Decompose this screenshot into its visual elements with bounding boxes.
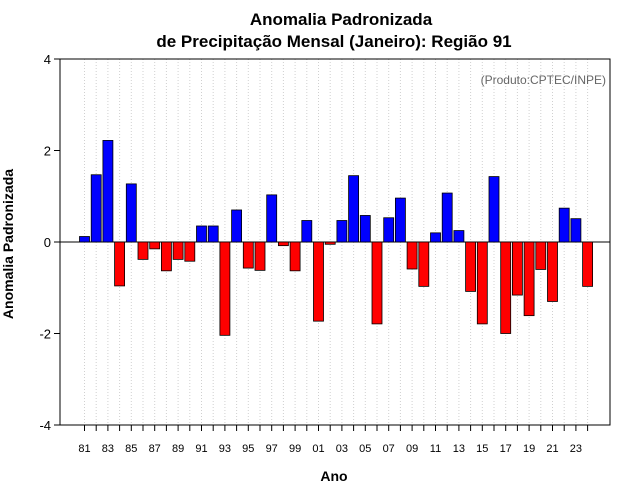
- bar-2000: [301, 220, 313, 243]
- x-tick-label: 21: [546, 443, 558, 455]
- bar-2011: [430, 232, 441, 243]
- x-tick-label: 15: [476, 443, 488, 455]
- bar-2021: [547, 241, 558, 302]
- x-tick-label: 83: [102, 443, 114, 455]
- bar-1993: [219, 241, 231, 336]
- x-tick-label: 17: [500, 443, 512, 455]
- y-tick-label: 4: [44, 52, 51, 67]
- bar-2006: [371, 241, 383, 325]
- bar-1998: [277, 241, 289, 247]
- bar-series: [79, 140, 593, 336]
- x-tick-label: 91: [195, 443, 207, 455]
- bar-1987: [149, 241, 161, 250]
- bar-1983: [102, 140, 114, 243]
- x-tick-label: 99: [289, 443, 301, 455]
- bar-2024: [582, 241, 593, 287]
- bar-1996: [254, 241, 266, 271]
- x-tick-label: 81: [78, 443, 90, 455]
- x-axis-ticks: 81 83 85 87 89 91 93 95 97 99 01 03 05 07 09 11 13 15 17 19…: [78, 425, 589, 455]
- y-tick-label: 2: [44, 144, 51, 159]
- chart-title-line2: de Precipitação Mensal (Janeiro): Região…: [156, 32, 511, 51]
- bar-2002: [324, 241, 336, 245]
- bar-1986: [137, 241, 149, 260]
- bar-2001: [313, 241, 324, 322]
- product-credit: (Produto:CPTEC/INPE): [481, 73, 606, 87]
- y-tick-label: -4: [39, 418, 51, 433]
- x-tick-label: 05: [359, 443, 371, 455]
- y-tick-label: -2: [39, 327, 51, 342]
- x-tick-label: 89: [172, 443, 184, 455]
- bar-1981: [79, 236, 90, 243]
- bar-2013: [453, 230, 465, 243]
- x-tick-label: 13: [453, 443, 465, 455]
- bar-2007: [383, 217, 395, 243]
- x-tick-label: 93: [219, 443, 231, 455]
- x-tick-label: 87: [149, 443, 161, 455]
- chart-title-line1: Anomalia Padronizada: [250, 10, 433, 29]
- y-axis-ticks: -4 -2 0 2 4: [39, 52, 60, 433]
- bar-2023: [570, 218, 582, 243]
- x-tick-label: 23: [570, 443, 582, 455]
- bar-1985: [125, 183, 137, 243]
- x-tick-label: 07: [383, 443, 395, 455]
- bar-1995: [242, 241, 254, 269]
- bar-1988: [160, 241, 172, 272]
- y-axis-title: Anomalia Padronizada: [0, 169, 16, 319]
- bar-2014: [465, 241, 477, 292]
- x-tick-label: 01: [312, 443, 324, 455]
- bar-2016: [488, 176, 500, 243]
- bar-1991: [196, 225, 207, 243]
- bar-2009: [406, 241, 418, 270]
- bar-1994: [231, 209, 243, 243]
- y-tick-label: 0: [44, 235, 51, 250]
- x-tick-label: 11: [430, 443, 441, 455]
- x-tick-label: 95: [242, 443, 254, 455]
- bar-1984: [114, 241, 125, 287]
- bar-1992: [207, 225, 219, 243]
- x-tick-label: 03: [336, 443, 348, 455]
- bar-2008: [394, 197, 406, 243]
- bar-2022: [558, 207, 570, 243]
- bar-2017: [500, 241, 512, 334]
- bar-1982: [90, 174, 102, 243]
- bar-2003: [336, 220, 348, 243]
- x-tick-label: 19: [523, 443, 535, 455]
- x-axis-title: Ano: [320, 468, 347, 484]
- x-tick-label: 09: [406, 443, 418, 455]
- bar-1990: [184, 241, 196, 262]
- bar-2015: [476, 241, 488, 325]
- bar-2004: [348, 175, 360, 243]
- bar-1997: [266, 194, 278, 243]
- bar-2018: [512, 241, 523, 296]
- x-tick-label: 85: [125, 443, 137, 455]
- bar-1989: [172, 241, 184, 260]
- bar-2019: [523, 241, 535, 317]
- x-tick-label: 97: [266, 443, 278, 455]
- bar-2005: [359, 215, 371, 243]
- bar-2020: [535, 241, 547, 270]
- bar-2010: [418, 241, 430, 287]
- bar-1999: [289, 241, 301, 272]
- bar-2012: [441, 192, 453, 243]
